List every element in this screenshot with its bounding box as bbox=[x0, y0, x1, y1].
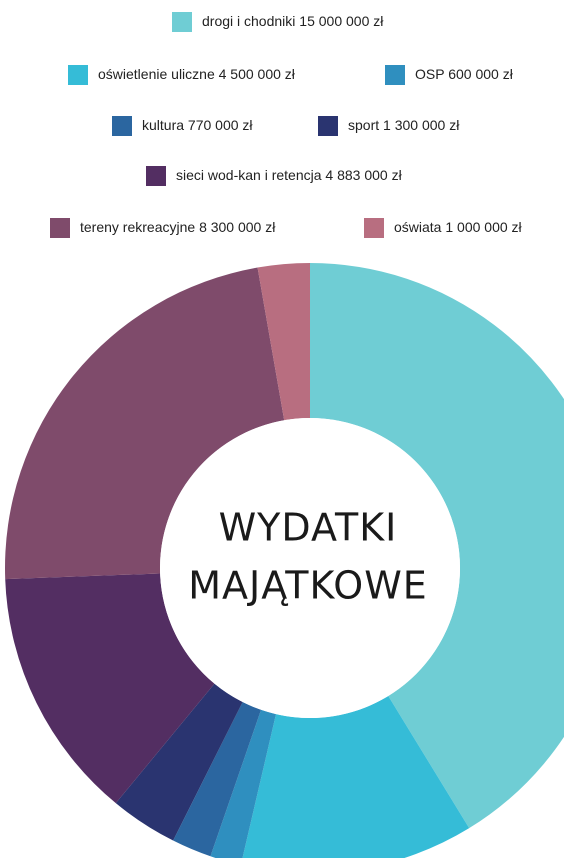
legend-label: oświetlenie uliczne 4 500 000 zł bbox=[98, 66, 296, 82]
legend-swatch bbox=[68, 65, 88, 85]
legend-swatch bbox=[172, 12, 192, 32]
legend-swatch bbox=[385, 65, 405, 85]
legend-label: kultura 770 000 zł bbox=[142, 117, 253, 133]
donut-segment bbox=[5, 573, 215, 804]
donut-segment bbox=[242, 695, 470, 858]
legend-swatch bbox=[50, 218, 70, 238]
legend-name: oświetlenie uliczne bbox=[98, 66, 215, 82]
legend-name: OSP bbox=[415, 66, 444, 82]
donut-hole bbox=[160, 418, 460, 718]
legend-label: oświata 1 000 000 zł bbox=[394, 219, 523, 235]
legend-label: OSP 600 000 zł bbox=[415, 66, 514, 82]
legend-name: tereny rekreacyjne bbox=[80, 219, 195, 235]
legend-value: 600 000 zł bbox=[448, 66, 513, 82]
legend-swatch bbox=[112, 116, 132, 136]
donut-segment bbox=[210, 709, 276, 858]
legend-name: sieci wod-kan i retencja bbox=[176, 167, 322, 183]
legend-name: oświata bbox=[394, 219, 442, 235]
center-title: MAJĄTKOWE bbox=[188, 564, 428, 608]
legend-name: drogi i chodniki bbox=[202, 13, 295, 29]
legend-value: 4 500 000 zł bbox=[219, 66, 296, 82]
legend-value: 8 300 000 zł bbox=[199, 219, 276, 235]
legend-value: 15 000 000 zł bbox=[299, 13, 384, 29]
center-title: WYDATKI bbox=[219, 506, 398, 550]
donut-segment bbox=[115, 683, 243, 841]
legend-value: 1 000 000 zł bbox=[445, 219, 522, 235]
legend-name: kultura bbox=[142, 117, 184, 133]
donut-segment bbox=[310, 263, 564, 829]
legend-label: drogi i chodniki 15 000 000 zł bbox=[202, 13, 384, 29]
donut-segment bbox=[5, 267, 285, 580]
legend-swatch bbox=[318, 116, 338, 136]
donut-segment bbox=[257, 263, 310, 421]
legend-label: sport 1 300 000 zł bbox=[348, 117, 460, 133]
legend-name: sport bbox=[348, 117, 379, 133]
donut-segment bbox=[173, 702, 262, 857]
legend-label: sieci wod-kan i retencja 4 883 000 zł bbox=[176, 167, 403, 183]
legend-swatch bbox=[364, 218, 384, 238]
legend-value: 770 000 zł bbox=[188, 117, 253, 133]
legend-value: 4 883 000 zł bbox=[325, 167, 402, 183]
legend-swatch bbox=[146, 166, 166, 186]
legend-value: 1 300 000 zł bbox=[383, 117, 460, 133]
legend-label: tereny rekreacyjne 8 300 000 zł bbox=[80, 219, 276, 235]
